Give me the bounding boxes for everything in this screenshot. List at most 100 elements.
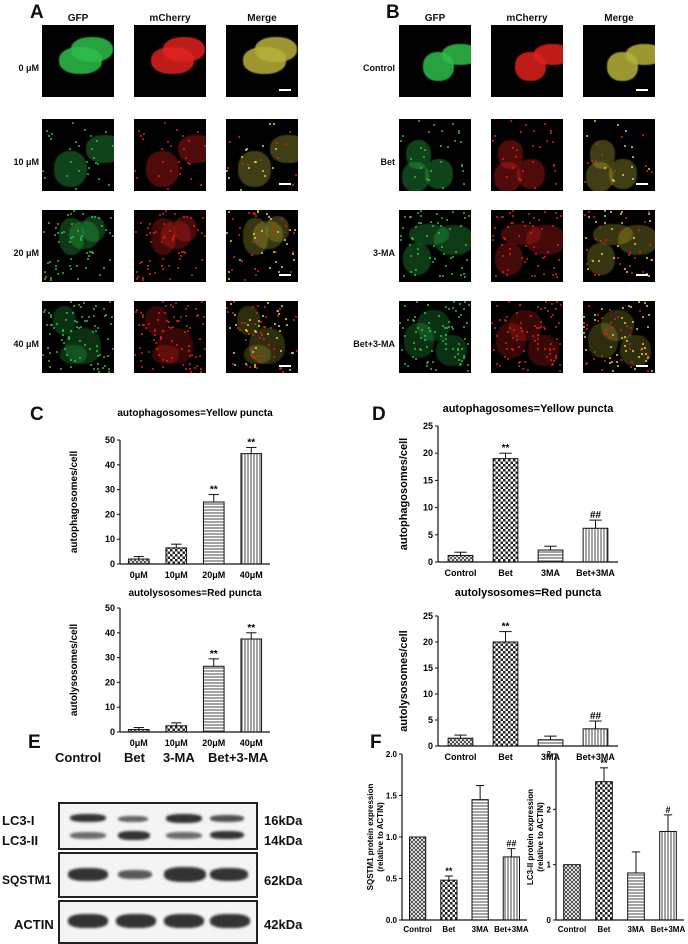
y-tick-label: 2	[547, 805, 552, 814]
b-image-2-merge	[583, 210, 655, 282]
bar	[127, 558, 150, 565]
y-tick-label: 30	[105, 653, 115, 663]
bar	[202, 501, 225, 565]
a-image-2-mcherry	[134, 210, 206, 282]
b-col-merge: Merge	[604, 13, 634, 24]
blot-actin-membrane	[58, 900, 258, 944]
y-tick-label: 50	[105, 435, 115, 445]
x-tick-label: 3MA	[628, 925, 645, 934]
a-row-label-3: 40 μM	[13, 339, 39, 349]
a-row-label-0: 0 μM	[18, 63, 39, 73]
blot-lane-bet3ma: Bet+3-MA	[208, 750, 269, 765]
x-tick-label: Control	[445, 752, 477, 762]
a-col-mcherry: mCherry	[149, 13, 191, 24]
y-axis-label: (relative to ACTIN)	[376, 802, 385, 872]
significance-label: **	[502, 622, 510, 633]
y-tick-label: 0.0	[386, 916, 398, 925]
x-tick-label: 0μM	[130, 570, 148, 580]
y-axis-label: LC3-II protein expression	[526, 789, 535, 885]
y-tick-label: 3	[547, 750, 552, 759]
bar	[563, 864, 581, 921]
a-row-label-1: 10 μM	[13, 157, 39, 167]
b-image-2-mcherry	[491, 210, 563, 282]
y-tick-label: 2.0	[386, 750, 398, 759]
a-image-0-gfp	[42, 25, 114, 97]
x-tick-label: Control	[445, 568, 477, 578]
chart-title: autophagosomes=Yellow puncta	[117, 408, 273, 419]
x-tick-label: 3MA	[541, 568, 561, 578]
a-image-0-merge	[226, 25, 298, 97]
y-tick-label: 40	[105, 460, 115, 470]
x-tick-label: 20μM	[202, 738, 225, 748]
chart-f-sqstm1: 0.0 0.5 1.0 1.5 2.0 SQSTM1 protein expression…	[366, 750, 529, 934]
b-image-3-merge	[583, 301, 655, 373]
y-tick-label: 10	[423, 689, 433, 699]
bar	[492, 458, 519, 563]
bar	[240, 453, 263, 565]
blot-row-lc3ii: LC3-II	[2, 833, 39, 848]
b-image-1-gfp	[399, 119, 471, 191]
x-tick-label: Bet	[598, 925, 611, 934]
bar	[440, 879, 458, 921]
bar	[471, 799, 489, 921]
bar	[659, 830, 677, 921]
y-axis-label: SQSTM1 protein expression	[366, 784, 375, 891]
y-tick-label: 25	[423, 421, 433, 431]
western-blot: Control Bet 3-MA Bet+3-MA LC3-I LC3-II S…	[0, 744, 360, 944]
y-tick-label: 15	[423, 475, 433, 485]
y-tick-label: 20	[423, 637, 433, 647]
chart-c-autolysosomes: autolysosomes=Red puncta 0 10 20 30 40 50 autol…	[69, 588, 270, 748]
y-tick-label: 5	[428, 715, 433, 725]
a-row-label-2: 20 μM	[13, 248, 39, 258]
a-image-3-merge	[226, 301, 298, 373]
chart-title: autolysosomes=Red puncta	[128, 588, 262, 599]
y-tick-label: 20	[423, 448, 433, 458]
y-axis-label: autophagosomes/cell	[398, 438, 410, 550]
blot-lane-control: Control	[55, 750, 102, 765]
blot-lc3-membrane	[58, 802, 258, 850]
b-image-3-mcherry	[491, 301, 563, 373]
a-image-1-gfp	[42, 119, 114, 191]
significance-label: **	[502, 443, 510, 454]
x-tick-label: 3MA	[541, 752, 561, 762]
y-tick-label: 0	[428, 557, 433, 567]
y-tick-label: 20	[105, 677, 115, 687]
x-tick-label: Bet+3MA	[576, 752, 615, 762]
panel-label-d: D	[372, 404, 386, 425]
blot-size-62: 62kDa	[264, 873, 303, 888]
a-image-2-merge	[226, 210, 298, 282]
b-image-0-mcherry	[491, 25, 563, 97]
y-tick-label: 0.5	[386, 875, 398, 884]
chart-title: autolysosomes=Red puncta	[455, 587, 602, 599]
blot-size-42: 42kDa	[264, 917, 303, 932]
a-image-1-merge	[226, 119, 298, 191]
y-tick-label: 10	[423, 503, 433, 513]
a-col-gfp: GFP	[67, 13, 89, 24]
significance-label: **	[210, 649, 218, 660]
x-tick-label: 10μM	[165, 738, 188, 748]
b-image-1-mcherry	[491, 119, 563, 191]
bar	[537, 549, 564, 563]
x-tick-label: 20μM	[202, 570, 225, 580]
b-image-0-merge	[583, 25, 655, 97]
blot-lane-3ma: 3-MA	[163, 750, 195, 765]
x-tick-label: 40μM	[240, 570, 263, 580]
y-tick-label: 5	[428, 530, 433, 540]
bar	[409, 836, 427, 921]
y-axis-label: autolysosomes/cell	[69, 624, 80, 716]
b-image-2-gfp	[399, 210, 471, 282]
y-tick-label: 25	[423, 611, 433, 621]
blot-row-sqstm1: SQSTM1	[2, 873, 52, 887]
significance-label: #	[665, 805, 670, 815]
x-tick-label: 40μM	[240, 738, 263, 748]
b-col-gfp: GFP	[424, 13, 446, 24]
x-tick-label: Control	[403, 925, 431, 934]
chart-title: autophagosomes=Yellow puncta	[443, 404, 615, 415]
panel-label-a: A	[30, 2, 44, 23]
x-tick-label: Bet	[442, 925, 455, 934]
significance-label: ##	[590, 510, 602, 521]
panel-label-c: C	[30, 404, 44, 425]
y-axis-label: (relative to ACTIN)	[536, 802, 545, 872]
y-tick-label: 20	[105, 509, 115, 519]
blot-size-16: 16kDa	[264, 813, 303, 828]
